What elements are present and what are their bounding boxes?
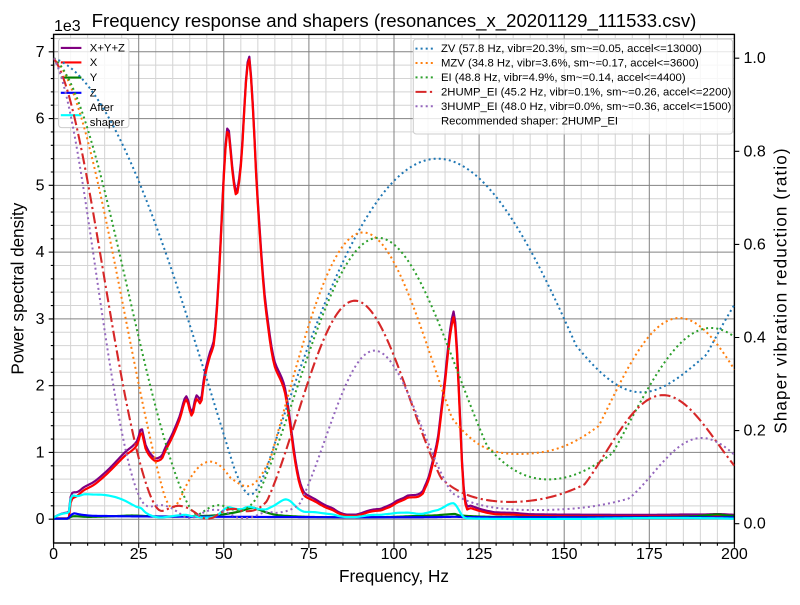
svg-text:150: 150 — [551, 546, 578, 563]
svg-text:EI (48.8 Hz, vibr=4.9%, sm~=0.: EI (48.8 Hz, vibr=4.9%, sm~=0.14, accel<… — [441, 72, 686, 84]
svg-text:X+Y+Z: X+Y+Z — [90, 42, 125, 54]
svg-text:1e3: 1e3 — [54, 18, 81, 35]
svg-text:shaper: shaper — [90, 117, 125, 129]
svg-text:After: After — [90, 102, 114, 114]
svg-text:Power spectral density: Power spectral density — [9, 202, 28, 374]
svg-text:0.2: 0.2 — [744, 423, 766, 440]
svg-text:6: 6 — [36, 111, 45, 128]
svg-text:0.6: 0.6 — [744, 236, 766, 253]
svg-text:Shaper vibration reduction (ra: Shaper vibration reduction (ratio) — [772, 147, 791, 433]
svg-text:75: 75 — [300, 546, 318, 563]
svg-text:X: X — [90, 57, 98, 69]
svg-text:7: 7 — [36, 44, 45, 61]
svg-text:1.0: 1.0 — [744, 50, 766, 67]
svg-text:5: 5 — [36, 177, 45, 194]
svg-text:200: 200 — [721, 546, 748, 563]
svg-text:3HUMP_EI (48.0 Hz, vibr=0.0%,: 3HUMP_EI (48.0 Hz, vibr=0.0%, sm~=0.36, … — [441, 101, 732, 113]
svg-text:Y: Y — [90, 72, 98, 84]
svg-text:0.8: 0.8 — [744, 143, 766, 160]
svg-text:MZV (34.8 Hz, vibr=3.6%, sm~=0: MZV (34.8 Hz, vibr=3.6%, sm~=0.17, accel… — [441, 58, 699, 70]
svg-text:0: 0 — [49, 546, 58, 563]
svg-text:25: 25 — [130, 546, 148, 563]
svg-text:50: 50 — [215, 546, 233, 563]
svg-text:175: 175 — [636, 546, 663, 563]
svg-text:100: 100 — [381, 546, 408, 563]
svg-text:ZV (57.8 Hz, vibr=20.3%, sm~=0: ZV (57.8 Hz, vibr=20.3%, sm~=0.05, accel… — [441, 43, 702, 55]
svg-text:Z: Z — [90, 87, 97, 99]
svg-text:2HUMP_EI (45.2 Hz, vibr=0.1%,: 2HUMP_EI (45.2 Hz, vibr=0.1%, sm~=0.26, … — [441, 86, 732, 98]
svg-text:2: 2 — [36, 378, 45, 395]
svg-text:Frequency response and shapers: Frequency response and shapers (resonanc… — [92, 10, 697, 32]
svg-text:125: 125 — [466, 546, 493, 563]
svg-text:0: 0 — [36, 511, 45, 528]
svg-text:Frequency, Hz: Frequency, Hz — [339, 567, 449, 586]
svg-text:3: 3 — [36, 311, 45, 328]
svg-text:1: 1 — [36, 444, 45, 461]
svg-text:0.0: 0.0 — [744, 516, 766, 533]
svg-text:0.4: 0.4 — [744, 330, 766, 347]
svg-text:Recommended shaper: 2HUMP_EI: Recommended shaper: 2HUMP_EI — [441, 115, 618, 127]
svg-text:4: 4 — [36, 244, 45, 261]
